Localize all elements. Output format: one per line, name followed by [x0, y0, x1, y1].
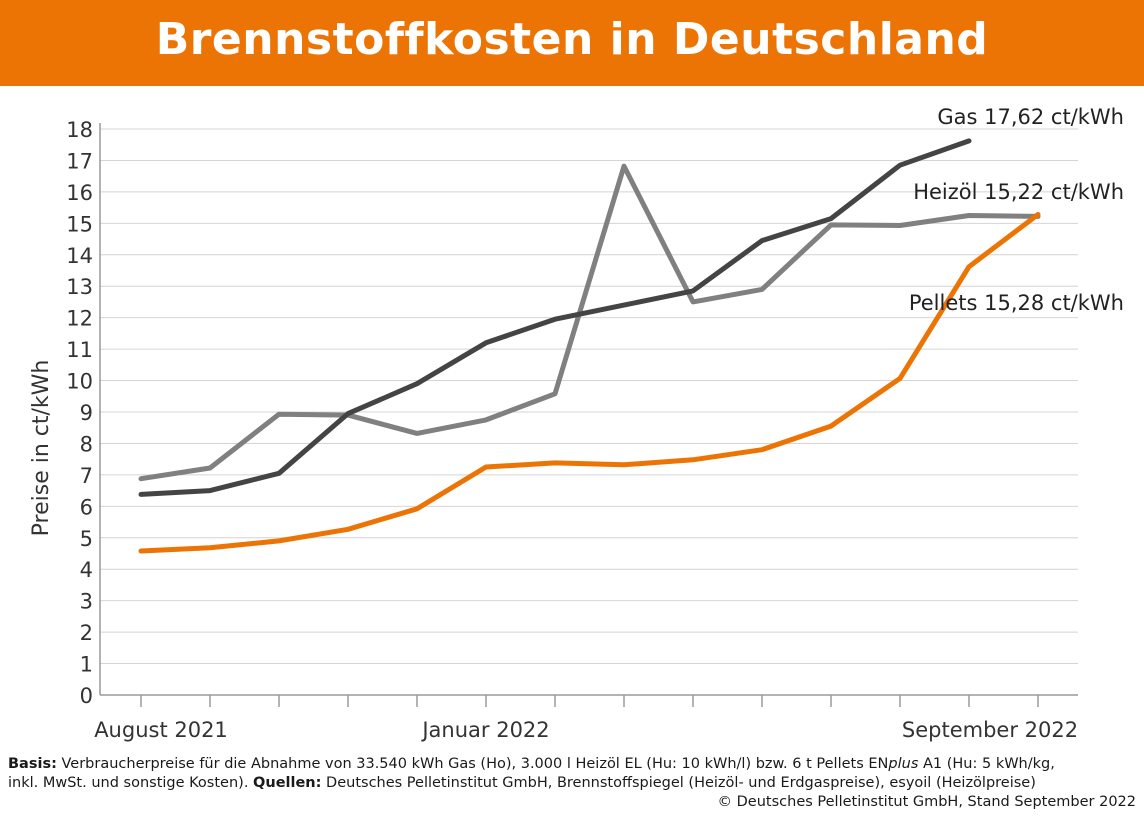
- y-tick-label-13: 13: [66, 275, 93, 299]
- series-labels: Gas 17,62 ct/kWh Heizöl 15,22 ct/kWh Pelle…: [909, 105, 1124, 315]
- sources-label: Quellen:: [253, 775, 322, 791]
- y-tick-label-12: 12: [66, 307, 93, 331]
- y-tick-label-15: 15: [66, 212, 93, 236]
- y-tick-label-5: 5: [80, 527, 93, 551]
- series-line-pellets: [138, 212, 1041, 554]
- y-tick-label-0: 0: [80, 684, 93, 708]
- series-line-heizoel: [138, 163, 1041, 482]
- basis-text-2: A1 (Hu: 5 kWh/kg,: [918, 756, 1055, 772]
- y-tick-label-18: 18: [66, 118, 93, 142]
- title-banner: Brennstoffkosten in Deutschland: [0, 0, 1144, 86]
- x-tick-label-5: Januar 2022: [420, 718, 549, 742]
- y-tick-label-9: 9: [80, 401, 93, 425]
- y-tick-label-2: 2: [80, 621, 93, 645]
- sources-text: Deutsches Pelletinstitut GmbH, Brennstof…: [321, 775, 1036, 791]
- y-tick-label-16: 16: [66, 181, 93, 205]
- footer: Basis: Verbraucherpreise für die Abnahme…: [8, 755, 1136, 812]
- series-label-heizoel: Heizöl 15,22 ct/kWh: [913, 180, 1124, 204]
- series-label-gas: Gas 17,62 ct/kWh: [937, 105, 1124, 129]
- series-line-gas: [138, 138, 972, 497]
- x-tick-label-0: August 2021: [94, 718, 228, 742]
- x-ticks: August 2021 Januar 2022 September 2022: [94, 695, 1078, 742]
- series-label-pellets: Pellets 15,28 ct/kWh: [909, 291, 1124, 315]
- y-axis-label: Preise in ct/kWh: [29, 360, 54, 537]
- basis-italic: plus: [888, 756, 919, 772]
- basis-text-3: inkl. MwSt. und sonstige Kosten).: [8, 775, 254, 791]
- y-tick-label-7: 7: [80, 464, 93, 488]
- y-tick-label-3: 3: [80, 590, 93, 614]
- basis-text: Verbraucherpreise für die Abnahme von 33…: [56, 756, 889, 772]
- copyright: © Deutsches Pelletinstitut GmbH, Stand S…: [717, 794, 1136, 810]
- x-tick-label-13: September 2022: [902, 718, 1078, 742]
- axes: [99, 123, 1078, 696]
- y-tick-label-14: 14: [66, 244, 93, 268]
- chart-title: Brennstoffkosten in Deutschland: [155, 14, 989, 65]
- y-tick-label-17: 17: [66, 149, 93, 173]
- y-tick-label-1: 1: [80, 653, 93, 677]
- grid-lines: [100, 128, 1078, 665]
- y-tick-label-4: 4: [80, 558, 93, 582]
- basis-label: Basis:: [8, 756, 57, 772]
- y-tick-label-10: 10: [66, 370, 93, 394]
- y-tick-label-11: 11: [66, 338, 93, 362]
- y-tick-label-8: 8: [80, 432, 93, 456]
- y-tick-label-6: 6: [80, 495, 93, 519]
- series-lines: [138, 138, 1041, 554]
- footer-line-2: inkl. MwSt. und sonstige Kosten). Quelle…: [8, 774, 1136, 793]
- footer-line-1: Basis: Verbraucherpreise für die Abnahme…: [8, 755, 1136, 774]
